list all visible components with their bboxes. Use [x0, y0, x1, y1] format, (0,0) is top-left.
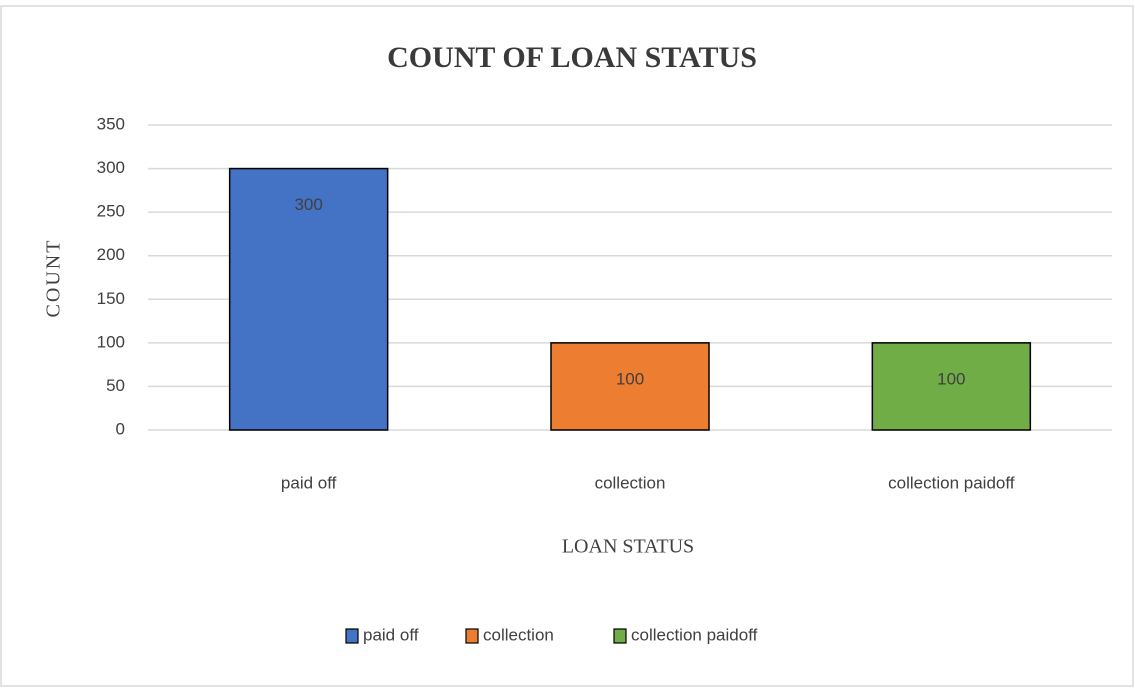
legend-label: paid off [363, 625, 419, 644]
x-tick-label: collection paidoff [888, 473, 1015, 492]
legend-swatch [345, 628, 359, 644]
legend-label: collection paidoff [631, 625, 758, 644]
y-tick-label: 0 [116, 419, 125, 438]
y-tick-label: 150 [97, 289, 125, 308]
data-label: 100 [616, 369, 644, 388]
chart-title: COUNT OF LOAN STATUS [387, 41, 757, 74]
data-label: 300 [294, 195, 322, 214]
bar [550, 342, 710, 431]
y-tick-label: 100 [97, 332, 125, 351]
legend-swatch [465, 628, 479, 644]
y-axis-label: COUNT [43, 239, 65, 318]
x-axis-label: LOAN STATUS [562, 536, 694, 558]
legend-label: collection [483, 625, 554, 644]
bar [228, 167, 389, 431]
x-tick-label: paid off [281, 473, 337, 492]
legend-swatch [613, 628, 627, 644]
y-tick-label: 50 [106, 376, 125, 395]
data-label: 100 [937, 369, 965, 388]
x-tick-label: collection [595, 473, 666, 492]
y-tick-label: 250 [97, 202, 125, 221]
y-tick-label: 350 [97, 114, 125, 133]
bar [871, 342, 1032, 431]
y-tick-label: 200 [97, 245, 125, 264]
y-tick-label: 300 [97, 158, 125, 177]
